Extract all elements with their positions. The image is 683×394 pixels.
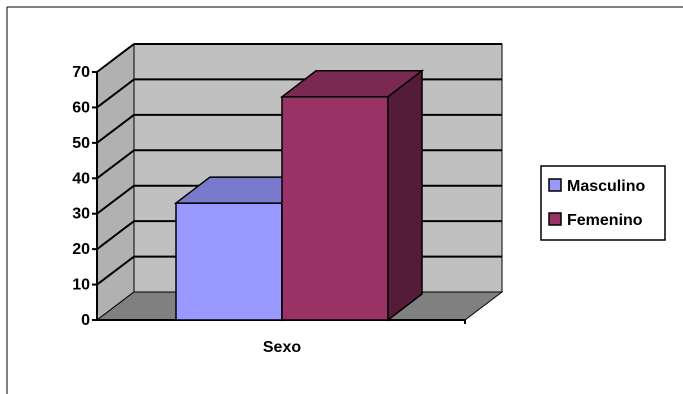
plot-area: 0 10 20 30 40 50 60 70 Sexo — [72, 42, 504, 356]
side-wall — [96, 42, 135, 322]
gridline-side — [96, 114, 135, 144]
y-tick-label: 30 — [72, 206, 90, 223]
legend-swatch-femenino — [548, 212, 562, 226]
y-tick-label: 60 — [72, 99, 90, 116]
bar-front-masculino — [175, 202, 283, 321]
legend-swatch-masculino — [548, 178, 562, 192]
bar-side-femenino — [387, 69, 423, 322]
gridline-side — [96, 255, 135, 286]
bar-front-femenino — [281, 96, 389, 321]
y-tick-label: 10 — [72, 277, 90, 294]
x-category-label: Sexo — [263, 339, 301, 356]
gridline-side — [96, 149, 135, 180]
y-tick-label: 40 — [72, 170, 90, 187]
y-tick-label: 0 — [81, 312, 90, 329]
gridline-side — [96, 78, 135, 109]
legend-label-femenino: Femenino — [567, 212, 643, 229]
legend-label-masculino: Masculino — [567, 178, 645, 195]
y-tick-label: 20 — [72, 241, 90, 258]
y-tick-label: 50 — [72, 135, 90, 152]
legend: Masculino Femenino — [540, 165, 666, 241]
gridline-side — [96, 220, 135, 250]
y-tick-label: 70 — [72, 64, 90, 81]
gridline-side — [96, 184, 135, 215]
gridline-side — [96, 43, 135, 73]
